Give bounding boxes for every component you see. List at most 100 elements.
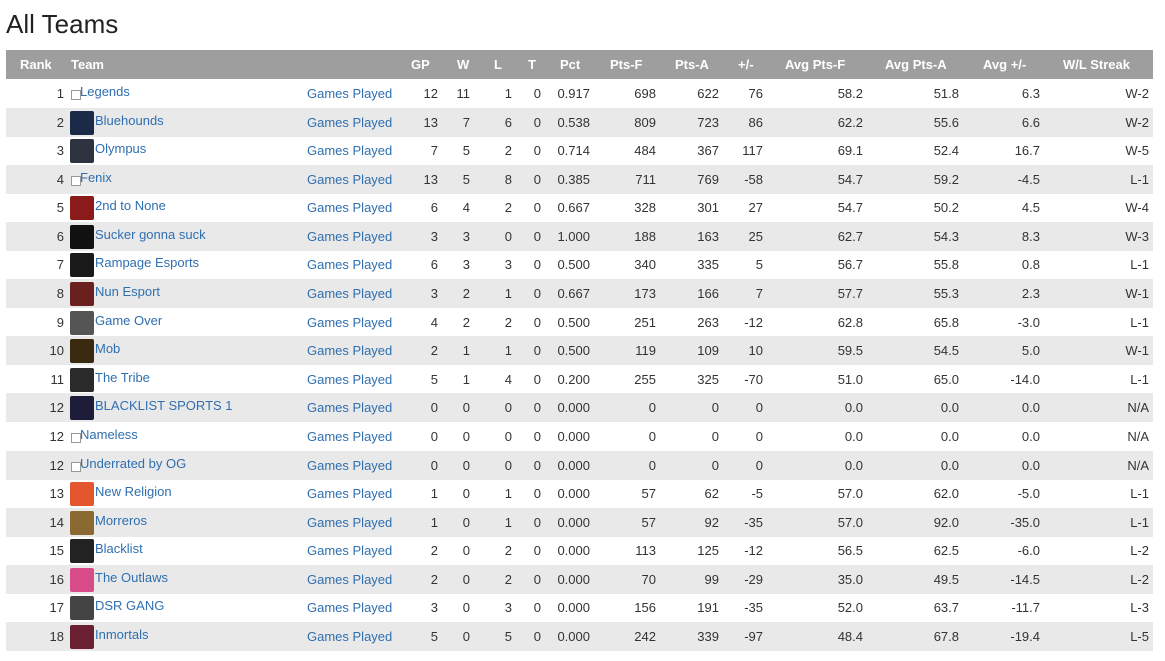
- team-name-link[interactable]: BLACKLIST SPORTS 1: [95, 398, 233, 414]
- games-played-link[interactable]: Games Played: [307, 543, 393, 559]
- column-header: Rank: [20, 57, 52, 72]
- table-row: 11 The Tribe Games Played 5 1 4 0 0.200 255 325 -7…: [6, 365, 1153, 394]
- team-name-link[interactable]: Mob: [95, 341, 121, 357]
- games-played-link[interactable]: Games Played: [307, 286, 393, 302]
- column-header: Avg Pts-A: [885, 57, 947, 72]
- team-logo: [70, 596, 94, 621]
- games-played-link[interactable]: Games Played: [307, 200, 393, 216]
- table-cell: 0: [533, 571, 541, 587]
- table-cell: 5: [56, 200, 64, 216]
- table-cell: 12: [49, 400, 64, 416]
- standings-table: Rank Team GP W L T Pct Pts-F Pts-A +/- Avg Pts-F Av…: [6, 50, 1153, 652]
- games-played-link[interactable]: Games Played: [307, 600, 393, 616]
- games-played-link[interactable]: Games Played: [307, 400, 393, 416]
- games-played-link[interactable]: Games Played: [307, 486, 393, 502]
- table-cell: 17: [49, 600, 64, 616]
- table-cell: L-1: [1130, 171, 1149, 187]
- table-cell: 0: [533, 86, 541, 101]
- table-cell: 723: [697, 114, 719, 130]
- column-header: Pts-F: [610, 57, 643, 72]
- games-played-link[interactable]: Games Played: [307, 514, 393, 530]
- table-cell: 0: [504, 228, 512, 244]
- table-cell: 0.500: [557, 257, 590, 273]
- team-name-link[interactable]: Fenix: [80, 169, 112, 185]
- games-played-link[interactable]: Games Played: [307, 428, 393, 444]
- table-cell: 2: [430, 571, 438, 587]
- table-cell: 0.667: [557, 200, 590, 216]
- table-cell: 711: [635, 171, 656, 187]
- games-played-link[interactable]: Games Played: [307, 457, 393, 473]
- table-row: 16 The Outlaws Games Played 2 0 2 0 0.000 70 99 -2…: [6, 564, 1153, 594]
- team-name-link[interactable]: Legends: [80, 84, 130, 99]
- table-row: 15 Blacklist Games Played 2 0 2 0 0.000 113 125 -1…: [6, 536, 1153, 565]
- table-cell: 13: [423, 171, 438, 187]
- team-name-link[interactable]: Blacklist: [95, 541, 143, 557]
- table-cell: 166: [697, 286, 719, 302]
- games-played-link[interactable]: Games Played: [307, 228, 393, 244]
- table-cell: 0: [755, 457, 763, 473]
- team-name-link[interactable]: 2nd to None: [95, 198, 166, 214]
- table-cell: L-5: [1130, 629, 1149, 645]
- table-cell: -14.5: [1010, 571, 1040, 587]
- team-name-link[interactable]: The Tribe: [95, 369, 150, 385]
- table-cell: 69.1: [837, 143, 863, 159]
- team-name-link[interactable]: New Religion: [95, 484, 172, 500]
- games-played-link[interactable]: Games Played: [307, 571, 393, 587]
- team-name-link[interactable]: The Outlaws: [95, 569, 168, 585]
- team-name-link[interactable]: Bluehounds: [95, 112, 164, 128]
- table-cell: 0: [533, 428, 541, 444]
- table-cell: 56.5: [837, 543, 863, 559]
- table-cell: 1: [504, 343, 512, 359]
- table-cell: 59.5: [837, 343, 863, 359]
- table-cell: 8: [504, 171, 512, 187]
- table-cell: 263: [697, 314, 719, 330]
- table-cell: W-1: [1125, 286, 1149, 302]
- table-cell: 0.000: [557, 428, 590, 444]
- table-cell: 2: [430, 543, 438, 559]
- column-header: +/-: [738, 57, 754, 72]
- table-cell: 5: [430, 629, 438, 645]
- team-name-link[interactable]: Rampage Esports: [95, 255, 200, 271]
- table-cell: 49.5: [933, 571, 959, 587]
- table-cell: 0: [533, 228, 541, 244]
- table-cell: 57.0: [837, 514, 863, 530]
- table-cell: L-3: [1130, 600, 1149, 616]
- table-cell: 0.000: [557, 486, 590, 502]
- table-cell: N/A: [1127, 457, 1149, 473]
- table-cell: L-1: [1130, 371, 1149, 387]
- games-played-link[interactable]: Games Played: [307, 257, 393, 273]
- table-cell: 5: [462, 143, 470, 159]
- team-logo: [70, 339, 94, 364]
- games-played-link[interactable]: Games Played: [307, 629, 393, 645]
- table-cell: 7: [462, 114, 470, 130]
- table-cell: -97: [744, 629, 763, 645]
- table-cell: N/A: [1127, 400, 1149, 416]
- games-played-link[interactable]: Games Played: [307, 114, 393, 130]
- table-cell: 56.7: [837, 257, 863, 273]
- table-cell: 0.667: [557, 286, 590, 302]
- table-row: 12 BLACKLIST SPORTS 1 Games Played 0 0 0 0 0.00…: [6, 393, 1153, 423]
- team-name-link[interactable]: Sucker gonna suck: [95, 226, 206, 242]
- games-played-link[interactable]: Games Played: [307, 171, 393, 187]
- team-name-link[interactable]: Morreros: [95, 512, 148, 528]
- table-cell: 0.0: [940, 457, 959, 473]
- games-played-link[interactable]: Games Played: [307, 371, 393, 387]
- team-name-link[interactable]: DSR GANG: [95, 598, 165, 614]
- team-name-link[interactable]: Game Over: [95, 312, 163, 328]
- team-logo: [70, 310, 94, 335]
- header-row: Rank Team GP W L T Pct Pts-F Pts-A +/- Avg Pts-F Av…: [6, 50, 1153, 79]
- table-cell: 0: [533, 400, 541, 416]
- games-played-link[interactable]: Games Played: [307, 314, 393, 330]
- team-name-link[interactable]: Underrated by OG: [80, 455, 187, 471]
- team-name-link[interactable]: Nameless: [80, 426, 138, 442]
- games-played-link[interactable]: Games Played: [307, 143, 393, 159]
- table-cell: -5.0: [1017, 486, 1040, 502]
- table-cell: 7: [430, 143, 438, 159]
- team-name-link[interactable]: Nun Esport: [95, 284, 161, 300]
- games-played-link[interactable]: Games Played: [307, 86, 393, 101]
- team-name-link[interactable]: Olympus: [95, 141, 147, 157]
- games-played-link[interactable]: Games Played: [307, 343, 393, 359]
- table-cell: 1.000: [557, 228, 590, 244]
- team-name-link[interactable]: Inmortals: [95, 627, 149, 643]
- table-cell: 92: [704, 514, 719, 530]
